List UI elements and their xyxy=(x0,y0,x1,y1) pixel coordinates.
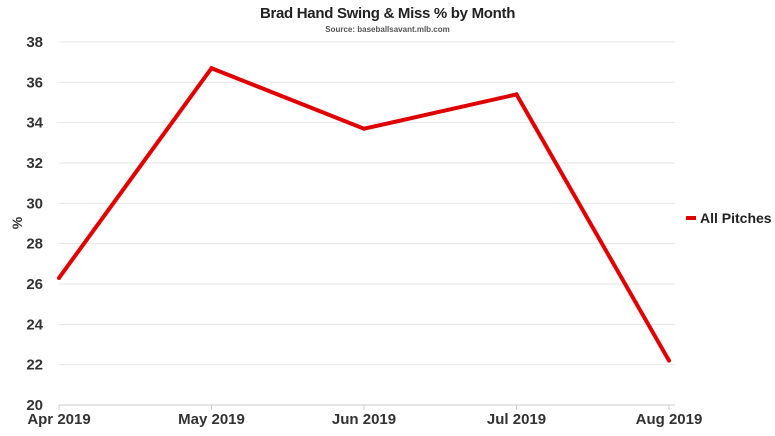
chart-title: Brad Hand Swing & Miss % by Month xyxy=(259,5,516,22)
x-tick-label: Jun 2019 xyxy=(332,411,396,428)
y-tick-label: 30 xyxy=(26,195,43,212)
y-tick-label: 36 xyxy=(26,74,43,91)
data-point xyxy=(667,358,671,363)
y-tick-label: 20 xyxy=(26,397,43,414)
x-tick-label: Aug 2019 xyxy=(636,411,703,428)
x-tick-label: Apr 2019 xyxy=(27,411,90,428)
y-tick-label: 26 xyxy=(26,276,43,293)
y-tick-label: 22 xyxy=(26,357,43,374)
y-tick-label: 34 xyxy=(26,115,43,132)
y-axis-label: % xyxy=(9,216,25,229)
y-tick-label: 24 xyxy=(26,316,43,333)
data-point xyxy=(209,66,214,71)
x-tick-label: Jul 2019 xyxy=(487,411,546,428)
y-tick-label: 32 xyxy=(26,155,43,172)
data-point xyxy=(362,126,366,131)
data-point xyxy=(57,275,61,280)
chart-subtitle: Source: baseballsavant.mlb.com xyxy=(325,25,450,34)
series-line xyxy=(57,65,671,362)
legend-label: All Pitches xyxy=(700,210,772,226)
y-tick-label: 28 xyxy=(26,236,43,253)
x-tick-label: May 2019 xyxy=(178,411,245,428)
y-tick-label: 38 xyxy=(26,34,43,51)
data-point xyxy=(514,92,519,97)
